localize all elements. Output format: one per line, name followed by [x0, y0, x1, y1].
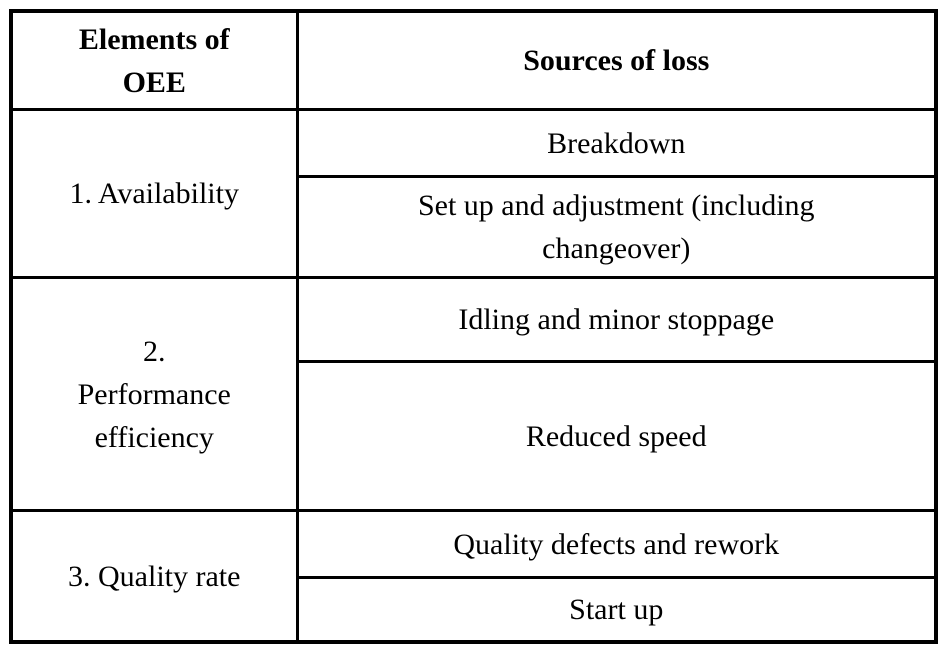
- header-sources-of-loss: Sources of loss: [295, 9, 938, 111]
- cell-quality-rate: 3. Quality rate: [9, 509, 299, 644]
- table-row: 3. Quality rate Quality defects and rewo…: [9, 509, 938, 644]
- table-row: 1. Availability Breakdown: [9, 108, 938, 279]
- cell-idling-minor-stoppage: Idling and minor stoppage: [295, 276, 938, 363]
- cell-reduced-speed: Reduced speed: [295, 360, 938, 512]
- header-row: Elements of OEE Sources of loss: [9, 9, 938, 111]
- table-row: Set up and adjustment (including changeo…: [11, 175, 938, 279]
- cell-performance-efficiency: 2. Performance efficiency: [9, 276, 299, 512]
- cell-quality-defects-rework: Quality defects and rework: [295, 509, 938, 579]
- table-row: 2. Performance efficiency Idling and min…: [9, 276, 938, 512]
- table-row: Start up: [11, 576, 938, 644]
- table-row: Reduced speed: [11, 360, 938, 512]
- oee-sources-of-loss-table: Elements of OEE Sources of loss 1. Avail…: [9, 9, 938, 644]
- cell-breakdown: Breakdown: [295, 108, 938, 178]
- header-elements-of-oee: Elements of OEE: [9, 9, 299, 111]
- cell-start-up: Start up: [295, 576, 938, 644]
- cell-setup-adjustment: Set up and adjustment (including changeo…: [295, 175, 938, 279]
- cell-availability: 1. Availability: [9, 108, 299, 279]
